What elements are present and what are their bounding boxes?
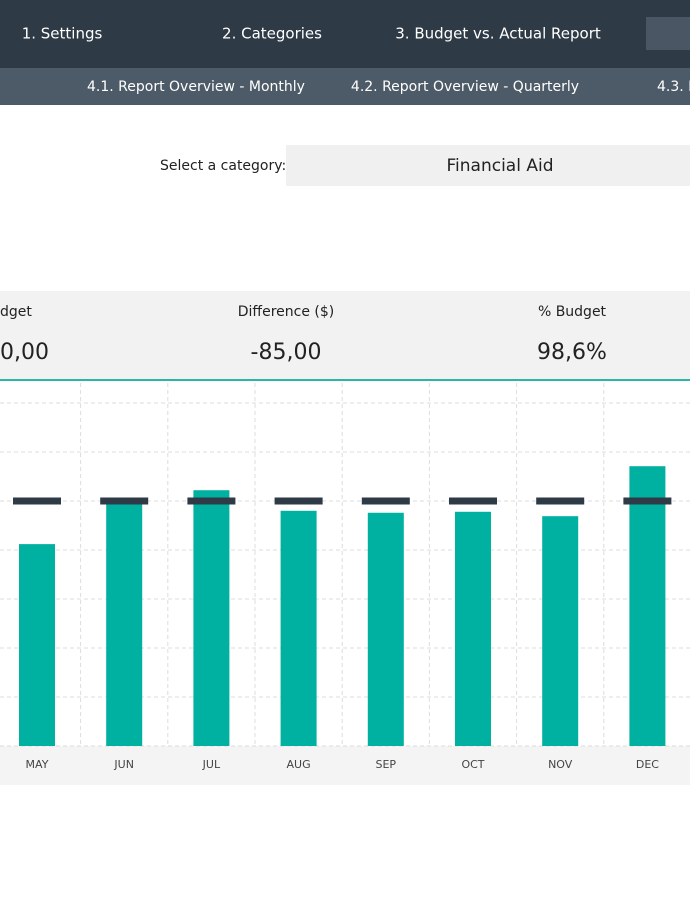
- kpi-panel: [0, 291, 690, 380]
- top-nav: [0, 0, 690, 68]
- actual-bar: [455, 511, 491, 746]
- budget-marker: [187, 497, 236, 505]
- select-value[interactable]: Financial Aid: [447, 156, 554, 176]
- x-tick-label: OCT: [461, 758, 484, 771]
- axis-band: [0, 746, 690, 785]
- kpi-label: Difference ($): [238, 304, 334, 320]
- x-tick-label: JUN: [113, 758, 134, 771]
- nav-tab[interactable]: 3. Budget vs. Actual Report: [395, 25, 601, 43]
- nav-tab[interactable]: 2. Categories: [222, 25, 322, 43]
- actual-bar: [367, 512, 404, 746]
- x-tick-label: AUG: [287, 758, 311, 771]
- actual-bar: [193, 490, 230, 746]
- kpi-value: 98,6%: [537, 340, 607, 365]
- kpi-label: dget: [0, 304, 32, 320]
- nav-tab-active[interactable]: [646, 17, 690, 50]
- sub-nav-tab[interactable]: 4.1. Report Overview - Monthly: [87, 79, 305, 95]
- budget-marker: [536, 497, 585, 505]
- category-select[interactable]: [286, 145, 690, 186]
- kpi-value: 0,00: [0, 340, 49, 365]
- actual-bar: [629, 466, 666, 746]
- x-tick-label: MAY: [26, 758, 49, 771]
- sub-nav-tab[interactable]: 4.2. Report Overview - Quarterly: [351, 79, 579, 95]
- x-tick-label: NOV: [548, 758, 573, 771]
- x-tick-label: SEP: [376, 758, 397, 771]
- budget-marker: [274, 497, 323, 505]
- budget-marker: [100, 497, 149, 505]
- kpi-value: -85,00: [251, 340, 322, 365]
- actual-bar: [19, 544, 55, 746]
- sub-nav-tab[interactable]: 4.3. I: [657, 79, 690, 95]
- actual-bar: [280, 510, 317, 746]
- sub-nav: [0, 68, 690, 105]
- x-tick-label: DEC: [636, 758, 659, 771]
- kpi-label: % Budget: [538, 304, 607, 320]
- budget-marker: [13, 497, 61, 505]
- nav-tab[interactable]: 1. Settings: [22, 25, 103, 43]
- kpi-underline: [0, 379, 690, 381]
- budget-marker: [623, 497, 672, 505]
- actual-bar: [542, 516, 579, 746]
- budget-marker: [449, 497, 497, 505]
- budget-marker: [361, 497, 410, 505]
- select-label: Select a category:: [160, 158, 286, 174]
- actual-bar: [106, 502, 143, 746]
- x-tick-label: JUL: [202, 758, 221, 771]
